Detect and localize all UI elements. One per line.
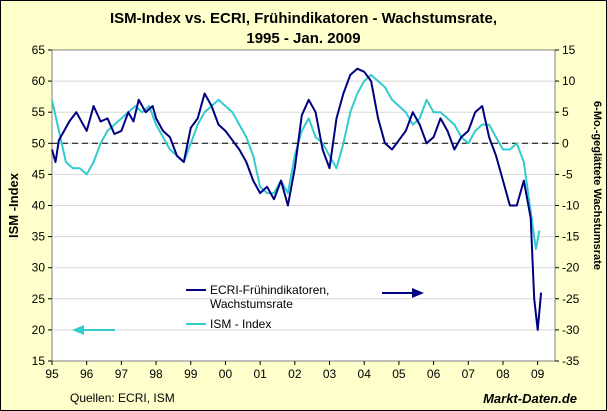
x-tick-label: 04 xyxy=(358,367,372,381)
x-axis: 95 96 97 98 99 00 01 02 03 04 05 06 07 08 09 xyxy=(45,361,545,381)
arrow-left-axis-icon xyxy=(72,325,115,335)
y-tick-label-right: 5 xyxy=(562,105,569,119)
x-tick-label: 03 xyxy=(323,367,337,381)
y-tick-label-left: 65 xyxy=(32,43,46,57)
series-layer xyxy=(51,67,543,331)
y-tick-label-right: 0 xyxy=(562,136,569,150)
chart-subtitle: 1995 - Jan. 2009 xyxy=(246,30,361,47)
y-tick-label-left: 20 xyxy=(32,323,46,337)
x-tick-label: 96 xyxy=(80,367,94,381)
brand-label: Markt-Daten.de xyxy=(483,391,577,406)
x-tick-label: 06 xyxy=(427,367,441,381)
arrow-right-head xyxy=(412,288,424,298)
y-tick-label-right: -10 xyxy=(562,199,580,213)
legend-label-ecri-line2: Wachstumsrate xyxy=(210,297,293,311)
y-tick-label-left: 60 xyxy=(32,74,46,88)
y-tick-label-right: -30 xyxy=(562,323,580,337)
series-line-ecri xyxy=(51,67,543,331)
chart-title: ISM-Index vs. ECRI, Frühindikatoren - Wa… xyxy=(109,10,497,27)
x-tick-label: 09 xyxy=(531,367,545,381)
y-tick-label-left: 35 xyxy=(32,230,46,244)
source-note: Quellen: ECRI, ISM xyxy=(70,391,175,405)
x-tick-label: 02 xyxy=(288,367,302,381)
x-tick-label: 01 xyxy=(253,367,267,381)
y-tick-label-left: 50 xyxy=(32,136,46,150)
x-tick-label: 05 xyxy=(392,367,406,381)
x-tick-label: 97 xyxy=(115,367,129,381)
arrow-left-head xyxy=(72,325,84,335)
y-axis-right-label: 6-Mo.-geglättete Wachstumsrate xyxy=(591,101,603,270)
y-tick-label-right: -20 xyxy=(562,261,580,275)
y-axis-left: 15 20 25 30 35 40 45 50 55 60 65 xyxy=(32,43,52,368)
y-tick-label-right: 15 xyxy=(562,43,576,57)
y-tick-label-right: -5 xyxy=(562,167,573,181)
x-tick-label: 07 xyxy=(462,367,476,381)
x-tick-label: 95 xyxy=(45,367,59,381)
x-tick-label: 00 xyxy=(219,367,233,381)
x-tick-label: 08 xyxy=(496,367,510,381)
y-axis-right: -35 -30 -25 -20 -15 -10 -5 0 5 10 15 xyxy=(555,43,580,368)
y-tick-label-right: 10 xyxy=(562,74,576,88)
legend: ECRI-Frühindikatoren, Wachstumsrate ISM … xyxy=(186,283,329,331)
arrow-right-axis-icon xyxy=(382,288,424,298)
legend-label-ecri: ECRI-Frühindikatoren, xyxy=(210,283,329,297)
legend-label-ism: ISM - Index xyxy=(210,317,271,331)
y-tick-label-left: 15 xyxy=(32,354,46,368)
y-tick-label-left: 25 xyxy=(32,292,46,306)
y-tick-label-left: 30 xyxy=(32,261,46,275)
y-tick-label-right: -15 xyxy=(562,230,580,244)
y-axis-left-label: ISM -Index xyxy=(6,172,21,238)
y-tick-label-left: 40 xyxy=(32,199,46,213)
y-tick-label-right: -35 xyxy=(562,354,580,368)
y-tick-label-left: 55 xyxy=(32,105,46,119)
y-tick-label-right: -25 xyxy=(562,292,580,306)
x-tick-label: 98 xyxy=(149,367,163,381)
y-tick-label-left: 45 xyxy=(32,167,46,181)
x-tick-label: 99 xyxy=(184,367,198,381)
